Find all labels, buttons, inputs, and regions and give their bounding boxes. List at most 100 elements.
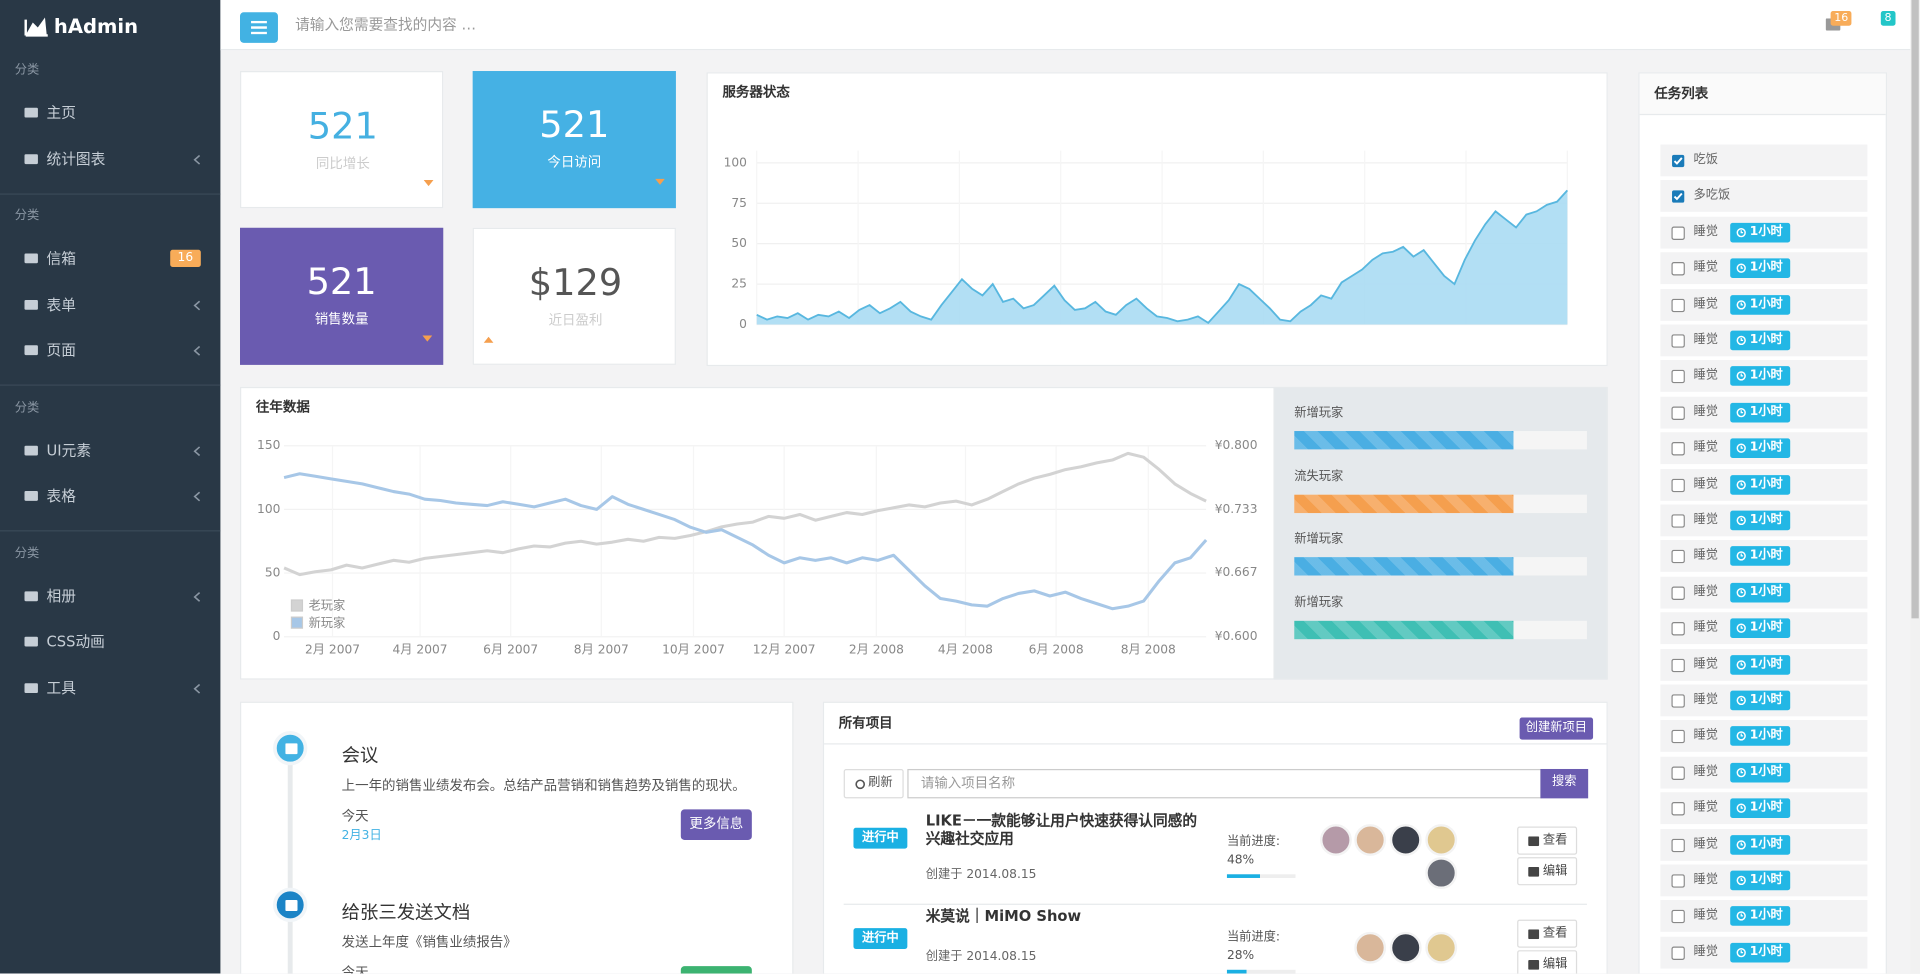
task-item[interactable]: 多吃饭 — [1660, 180, 1868, 213]
icon — [1671, 910, 1685, 924]
icon — [1736, 335, 1746, 346]
avatar — [1425, 824, 1458, 856]
icon — [1736, 875, 1746, 886]
tag-text: 1小时 — [1749, 477, 1783, 491]
stat-card: $129 近日盈利 — [472, 227, 676, 365]
task-text: 睡觉 — [1693, 261, 1718, 275]
task-item[interactable]: 睡觉 1小时 — [1660, 396, 1868, 429]
menu-button[interactable] — [240, 12, 278, 43]
icon — [1736, 731, 1746, 742]
task-item[interactable]: 睡觉 1小时 — [1660, 216, 1868, 249]
task-item[interactable]: 睡觉 1小时 — [1660, 360, 1868, 393]
task-item[interactable]: 睡觉 1小时 — [1660, 504, 1868, 537]
task-item[interactable]: 睡觉 1小时 — [1660, 540, 1868, 573]
button-text: 刷新 — [868, 776, 893, 790]
task-item[interactable]: 吃饭 — [1660, 144, 1868, 177]
task-tag: 1小时 — [1730, 474, 1791, 495]
menu-item[interactable]: 主页 — [0, 91, 220, 135]
view-button[interactable]: 查看 — [1517, 919, 1578, 948]
icon — [251, 20, 267, 35]
progress-track — [1294, 431, 1587, 450]
icon — [1671, 478, 1685, 492]
project-search[interactable]: 请输入项目名称 — [907, 768, 1542, 799]
tag-text: 1小时 — [1749, 585, 1783, 599]
timeline-date: 2月3日 — [341, 828, 382, 843]
menu-item[interactable]: 表单 — [0, 282, 220, 326]
tag-text: 1小时 — [1749, 369, 1783, 383]
y2-tick-label: ¥0.600 — [1215, 629, 1258, 643]
task-item[interactable]: 睡觉 1小时 — [1660, 936, 1868, 969]
menu-item[interactable]: 相册 — [0, 574, 220, 618]
avatar — [1425, 931, 1458, 964]
refresh-button[interactable]: 刷新 — [843, 768, 904, 799]
menu-badge: 16 — [170, 249, 201, 267]
y-tick-label: 50 — [731, 236, 747, 250]
icon — [655, 178, 665, 185]
status-text: 进行中 — [862, 831, 899, 845]
task-item[interactable]: 睡觉 1小时 — [1660, 720, 1868, 753]
task-item[interactable]: 睡觉 1小时 — [1660, 612, 1868, 645]
avatar — [1354, 931, 1387, 964]
icon — [24, 107, 38, 118]
task-item[interactable]: 睡觉 1小时 — [1660, 468, 1868, 501]
task-item[interactable]: 睡觉 1小时 — [1660, 864, 1868, 897]
icon — [1671, 946, 1685, 960]
menu-item[interactable]: 信箱 16 — [0, 236, 220, 280]
y-tick-label: 25 — [731, 277, 747, 291]
line-series — [283, 451, 1207, 577]
progress-label: 流失玩家 — [1294, 469, 1344, 484]
menu-item[interactable]: 页面 — [0, 328, 220, 372]
project-name: LIKE－一款能够让用户快速获得认同感的兴趣社交应用 — [925, 811, 1198, 848]
task-item[interactable]: 睡觉 1小时 — [1660, 432, 1868, 465]
menu-item[interactable]: UI元素 — [0, 428, 220, 472]
icon — [1671, 622, 1685, 636]
menu-item[interactable]: 表格 — [0, 474, 220, 518]
menu-item[interactable]: CSS动画 — [0, 620, 220, 664]
task-item[interactable]: 睡觉 1小时 — [1660, 684, 1868, 717]
task-tag: 1小时 — [1730, 510, 1791, 531]
task-tag: 1小时 — [1730, 294, 1791, 315]
timeline-button[interactable]: 更多信息 — [680, 809, 752, 841]
icon — [1736, 803, 1746, 814]
panel-title: 服务器状态 — [722, 84, 790, 101]
task-text: 多吃饭 — [1693, 189, 1731, 203]
icon — [483, 336, 494, 343]
x-tick-label: 6月 2008 — [1029, 643, 1084, 657]
panel-title: 往年数据 — [255, 399, 310, 416]
icon — [1736, 371, 1746, 382]
x-tick-label: 2月 2008 — [849, 643, 904, 657]
task-item[interactable]: 睡觉 1小时 — [1660, 792, 1868, 825]
search-button[interactable]: 搜索 — [1540, 768, 1589, 799]
create-button[interactable]: 创建新项目 — [1519, 717, 1594, 740]
view-button[interactable]: 查看 — [1517, 826, 1578, 855]
y-tick-label: 150 — [257, 438, 280, 452]
task-item[interactable]: 睡觉 1小时 — [1660, 288, 1868, 321]
task-item[interactable]: 睡觉 1小时 — [1660, 756, 1868, 789]
edit-button[interactable]: 编辑 — [1517, 950, 1578, 974]
progress-bar — [1294, 620, 1514, 639]
y-tick-label: 0 — [739, 317, 747, 331]
progress-track — [1226, 969, 1296, 974]
menu-item[interactable]: 工具 — [0, 666, 220, 710]
task-item[interactable]: 睡觉 1小时 — [1660, 324, 1868, 357]
task-item[interactable]: 睡觉 1小时 — [1660, 648, 1868, 681]
task-tag: 1小时 — [1730, 546, 1791, 567]
button-text: 搜索 — [1552, 775, 1577, 789]
task-tag: 1小时 — [1730, 222, 1791, 243]
task-tag: 1小时 — [1730, 402, 1791, 423]
task-item[interactable]: 睡觉 1小时 — [1660, 900, 1868, 933]
tag-text: 1小时 — [1749, 621, 1783, 635]
task-item[interactable]: 睡觉 1小时 — [1660, 576, 1868, 609]
progress-label: 新增玩家 — [1294, 532, 1344, 547]
edit-button[interactable]: 编辑 — [1517, 857, 1578, 886]
task-item[interactable]: 睡觉 1小时 — [1660, 252, 1868, 285]
icon — [193, 491, 201, 502]
menu-item[interactable]: 统计图表 — [0, 137, 220, 181]
x-tick-label: 8月 2008 — [1121, 643, 1176, 657]
task-text: 吃饭 — [1693, 153, 1718, 167]
task-item[interactable]: 睡觉 1小时 — [1660, 828, 1868, 861]
timeline-button[interactable] — [680, 966, 752, 974]
menu-label: 统计图表 — [46, 150, 106, 168]
y-tick-label: 75 — [731, 196, 747, 210]
separator — [0, 384, 221, 386]
